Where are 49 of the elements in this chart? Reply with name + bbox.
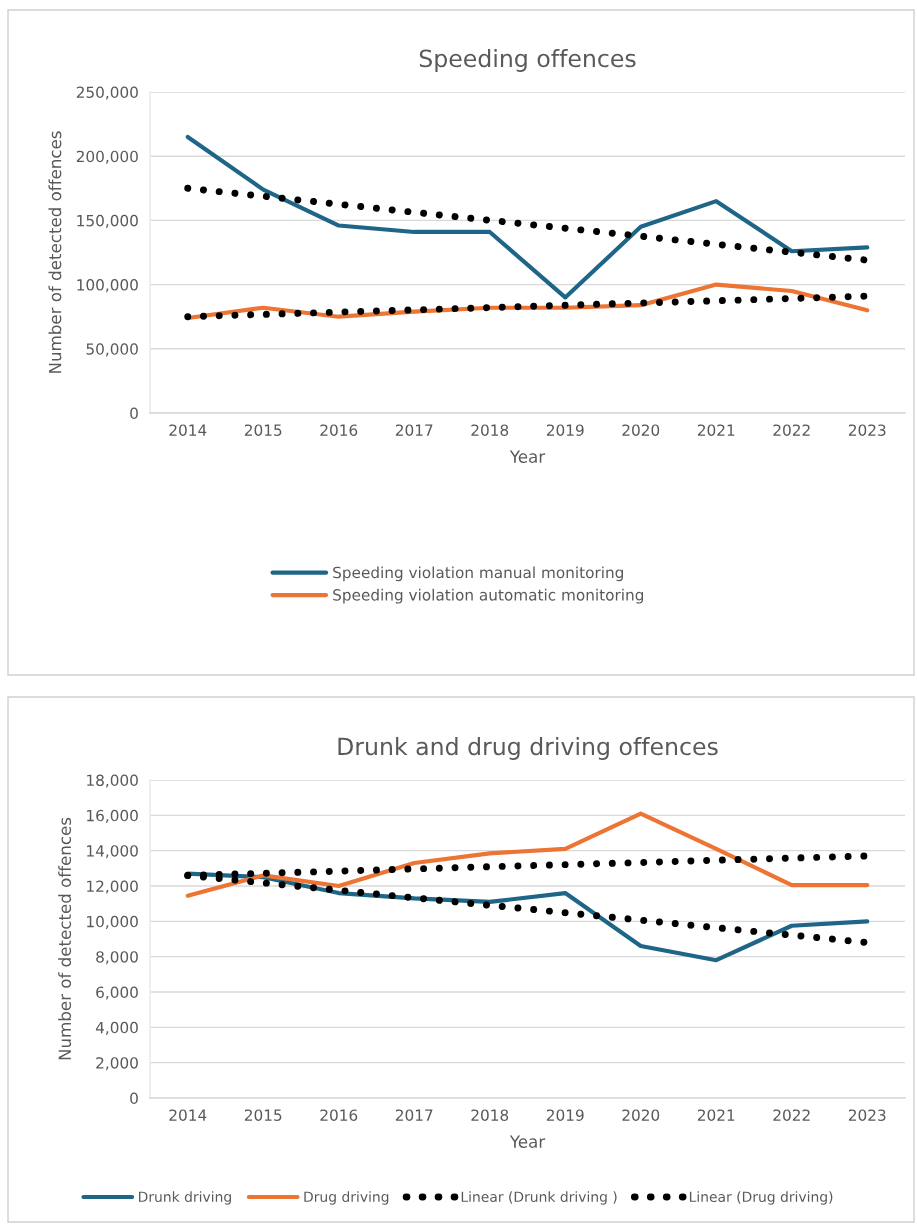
line-series — [185, 134, 870, 300]
y-tick-label: 10,000 — [87, 915, 138, 929]
x-tick-label: 2015 — [244, 424, 282, 436]
y-axis-title: Number of detected offences — [58, 817, 72, 1060]
legend-label: Drunk driving — [139, 1191, 231, 1205]
y-tick-label: 18,000 — [87, 774, 138, 788]
x-tick-label: 2021 — [697, 1109, 735, 1121]
y-tick-label: 0 — [130, 407, 138, 420]
y-tick-label: 100,000 — [77, 279, 138, 293]
x-tick-label: 2017 — [395, 1109, 433, 1121]
x-tick-label: 2019 — [546, 424, 584, 436]
x-tick-label: 2018 — [471, 1109, 509, 1121]
y-tick-label: 150,000 — [77, 214, 138, 228]
y-tick-label: 200,000 — [76, 150, 138, 164]
y-tick-label: 8,000 — [96, 951, 138, 965]
x-axis-title: Year — [509, 450, 546, 463]
chart-title: Speeding offences — [419, 49, 636, 72]
x-axis-title: Year — [509, 1135, 546, 1148]
x-tick-label: 2018 — [471, 424, 509, 436]
y-tick-label: 50,000 — [86, 343, 138, 357]
x-tick-label: 2014 — [169, 1109, 207, 1121]
x-tick-label: 2023 — [848, 1109, 886, 1121]
y-tick-label: 12,000 — [87, 880, 138, 894]
legend-label: Speeding violation automatic monitoring — [333, 588, 644, 604]
y-tick-label: 14,000 — [87, 845, 138, 859]
y-tick-label: 4,000 — [95, 1021, 138, 1035]
chart-title: Drunk and drug driving offences — [338, 737, 718, 760]
y-tick-label: 0 — [130, 1092, 138, 1105]
x-tick-label: 2017 — [395, 424, 433, 436]
x-tick-label: 2023 — [848, 424, 886, 436]
x-tick-label: 2016 — [320, 1109, 358, 1121]
y-axis-title: Number of detected offences — [48, 131, 62, 373]
x-tick-label: 2019 — [546, 1109, 584, 1121]
legend-label: Speeding violation manual monitoring — [333, 566, 623, 582]
y-tick-label: 2,000 — [96, 1057, 138, 1071]
legend-label: Linear (Drug driving) — [689, 1191, 833, 1205]
x-tick-label: 2014 — [169, 424, 207, 436]
x-tick-label: 2020 — [622, 1109, 660, 1121]
y-tick-label: 16,000 — [87, 809, 138, 823]
y-tick-label: 6,000 — [96, 986, 138, 1000]
legend-label: Drug driving — [304, 1191, 389, 1205]
x-tick-label: 2016 — [320, 424, 358, 436]
legend-label: Linear (Drunk driving ) — [461, 1191, 617, 1205]
x-tick-label: 2022 — [773, 424, 810, 436]
x-tick-label: 2021 — [697, 424, 735, 436]
x-tick-label: 2020 — [622, 424, 660, 436]
y-tick-label: 250,000 — [76, 86, 138, 100]
x-tick-label: 2015 — [244, 1109, 282, 1121]
x-tick-label: 2022 — [773, 1109, 810, 1121]
